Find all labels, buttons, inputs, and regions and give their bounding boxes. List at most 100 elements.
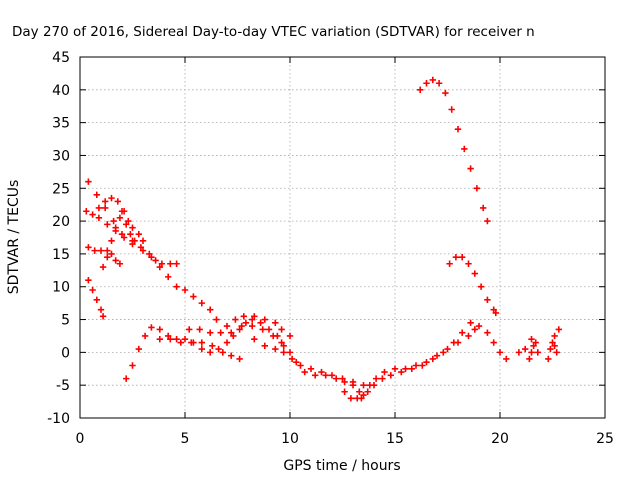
data-point — [280, 342, 287, 349]
data-point — [484, 217, 491, 225]
data-point — [116, 214, 124, 222]
data-point — [177, 339, 184, 346]
data-point — [156, 336, 163, 343]
data-point — [286, 332, 294, 340]
data-point — [93, 296, 100, 304]
data-point — [480, 204, 487, 212]
data-point — [236, 326, 243, 333]
data-point — [452, 253, 460, 261]
data-point — [270, 332, 277, 340]
data-point — [198, 299, 205, 307]
data-point — [446, 260, 453, 267]
data-point — [114, 198, 121, 205]
data-point — [545, 355, 552, 363]
data-point — [402, 365, 409, 372]
data-point — [408, 365, 415, 372]
data-point — [322, 372, 329, 379]
y-tick-label: 15 — [52, 247, 70, 263]
data-point — [97, 306, 105, 313]
data-point — [236, 355, 243, 363]
data-point — [123, 375, 130, 382]
series-s8 — [156, 336, 243, 363]
data-point — [288, 355, 296, 363]
data-point — [293, 359, 300, 366]
data-point — [435, 80, 443, 87]
data-point — [503, 355, 510, 363]
data-point — [423, 80, 430, 87]
data-point — [240, 313, 247, 320]
data-point — [249, 322, 256, 330]
data-point — [398, 368, 405, 376]
data-point — [444, 345, 451, 353]
data-point — [108, 250, 115, 258]
data-point — [555, 326, 562, 333]
data-point — [207, 306, 214, 313]
data-point — [312, 372, 319, 379]
data-point — [356, 388, 363, 395]
data-point — [219, 349, 226, 356]
data-point — [89, 286, 96, 294]
data-point — [167, 336, 174, 343]
data-point — [257, 319, 264, 327]
data-point — [465, 260, 472, 267]
data-point — [297, 362, 304, 369]
data-point — [471, 270, 478, 277]
data-point — [120, 234, 128, 241]
data-point — [110, 217, 117, 225]
data-point — [475, 322, 483, 330]
data-point — [249, 316, 256, 323]
data-point — [99, 313, 107, 320]
data-point — [83, 208, 90, 215]
data-point — [471, 326, 478, 333]
data-point — [127, 231, 134, 238]
data-point — [280, 349, 287, 356]
y-tick-label: 0 — [61, 345, 70, 361]
data-point — [349, 378, 357, 386]
data-point — [477, 283, 485, 290]
y-tick-label: -5 — [56, 378, 70, 394]
data-point — [131, 237, 138, 244]
data-point — [341, 378, 348, 386]
data-point — [459, 253, 466, 261]
data-point — [372, 375, 380, 382]
data-point — [364, 388, 371, 395]
data-point — [135, 231, 142, 238]
data-point — [186, 326, 193, 333]
x-tick-label: 10 — [281, 431, 299, 447]
x-tick-label: 5 — [181, 431, 190, 447]
data-point — [490, 339, 497, 346]
data-point — [484, 329, 491, 336]
data-point — [484, 296, 491, 304]
data-point — [251, 313, 258, 320]
data-point — [85, 244, 92, 251]
data-point — [139, 237, 147, 244]
data-point — [551, 342, 558, 349]
data-point — [358, 395, 365, 402]
data-point — [379, 375, 386, 382]
data-point — [461, 145, 468, 153]
plot-frame — [79, 56, 606, 419]
series-s16 — [526, 336, 541, 363]
data-point — [102, 204, 109, 212]
data-point — [454, 126, 462, 133]
series-s1 — [85, 178, 220, 323]
data-point — [522, 345, 529, 353]
data-point — [104, 221, 111, 228]
data-point — [549, 339, 556, 346]
data-point — [238, 322, 245, 330]
data-point — [370, 381, 378, 389]
data-point — [423, 359, 430, 366]
data-point — [473, 185, 481, 192]
series-s12 — [341, 326, 478, 402]
data-point — [307, 365, 315, 372]
data-point — [141, 332, 149, 340]
data-point — [158, 260, 166, 267]
data-point — [490, 306, 497, 313]
data-point — [196, 326, 203, 333]
data-point — [146, 250, 153, 258]
data-point — [165, 332, 172, 340]
data-point — [217, 329, 224, 336]
data-point — [278, 326, 285, 333]
axis-ticks: 0 5 10 15 20 25 -10 -5 0 5 10 15 20 25 30 35 40 45 — [47, 50, 614, 447]
data-point — [188, 339, 195, 346]
